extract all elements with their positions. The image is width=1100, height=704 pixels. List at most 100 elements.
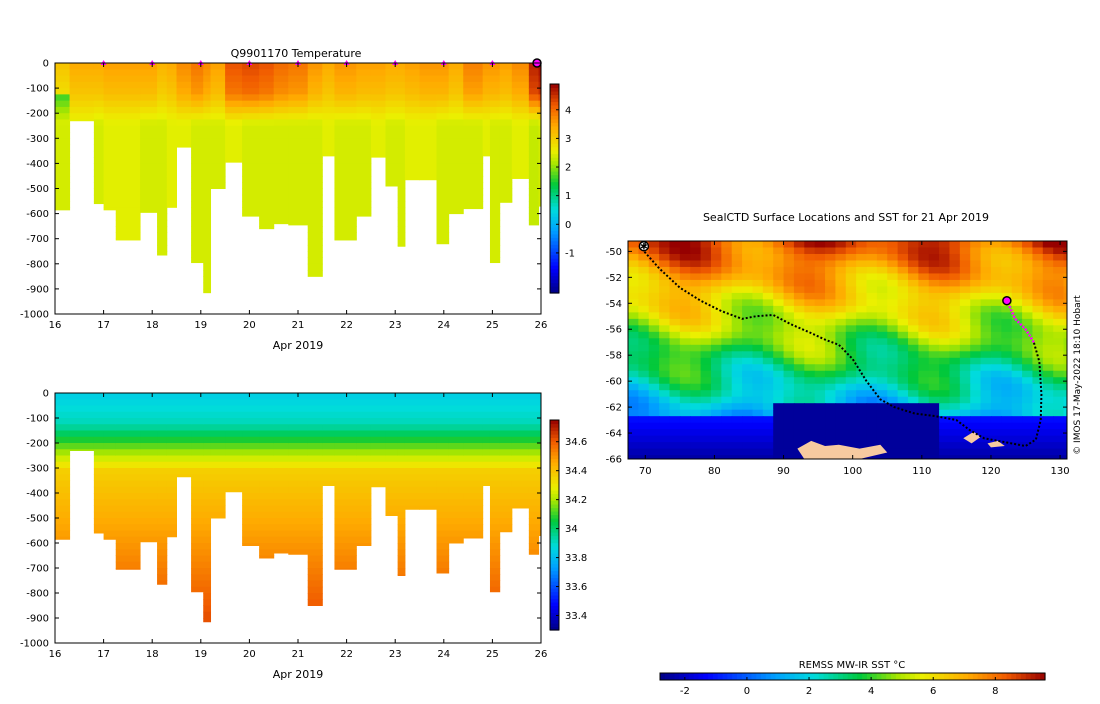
salinity-cell [370, 411, 386, 419]
salinity-cell [273, 524, 289, 531]
x-tick-label: 20 [243, 320, 256, 331]
salinity-cell [288, 518, 309, 525]
temperature-cell [334, 81, 357, 89]
sst-cell [762, 390, 774, 398]
temperature-cell [397, 244, 406, 247]
sst-cell [959, 299, 971, 307]
sst-cell [1063, 422, 1067, 430]
sst-cell [638, 377, 650, 385]
salinity-cell [191, 499, 204, 506]
salinity-cell [528, 549, 540, 555]
temperature-cell [436, 213, 450, 221]
sst-cell [1032, 370, 1044, 378]
salinity-cell [259, 405, 275, 413]
sst-cell [752, 318, 764, 326]
temperature-cell [103, 157, 117, 164]
sst-cell [835, 266, 847, 275]
temperature-cell [203, 94, 212, 102]
x-tick-label: 21 [292, 320, 305, 331]
colorbar-segment [1025, 673, 1032, 680]
temperature-cell [307, 113, 323, 120]
salinity-cell [489, 524, 501, 531]
colorbar-segment [746, 673, 753, 680]
temperature-cell [225, 106, 243, 114]
sst-cell [845, 409, 857, 417]
sst-cell [752, 351, 764, 359]
temperature-cell [288, 207, 309, 215]
temperature-cell [397, 201, 406, 208]
temperature-cell [499, 81, 513, 89]
sst-cell [825, 241, 837, 249]
sst-cell [918, 344, 930, 352]
salinity-cell [538, 499, 542, 506]
sst-cell [814, 357, 826, 365]
sst-cell [990, 253, 1002, 262]
sst-cell [804, 390, 816, 398]
salinity-cell [511, 405, 530, 413]
salinity-cell [225, 436, 243, 444]
salinity-cell [115, 424, 141, 431]
temperature-cell [385, 138, 399, 146]
sst-cell [1063, 260, 1067, 268]
colorbar-segment [550, 205, 559, 210]
salinity-cell [93, 530, 105, 534]
sst-cell [845, 253, 857, 262]
salinity-cell [225, 455, 243, 463]
temperature-cell [259, 201, 275, 208]
temperature-cell [404, 81, 420, 89]
sst-cell [638, 318, 650, 326]
sst-cell [835, 370, 847, 378]
sst-cell [783, 364, 795, 372]
sst-cell [845, 247, 857, 255]
y-tick-label: -300 [26, 464, 49, 475]
sst-cell [690, 266, 702, 275]
salinity-cell [499, 418, 513, 425]
temperature-cell [273, 144, 289, 152]
salinity-cell [307, 574, 323, 581]
land-shapes [797, 431, 1005, 459]
salinity-cell [259, 468, 275, 475]
salinity-cell [115, 505, 141, 513]
sst-cell [1022, 435, 1034, 443]
sst-cell [939, 390, 951, 398]
sst-cell [897, 364, 909, 372]
salinity-cell [140, 505, 158, 513]
colorbar-segment [664, 673, 671, 680]
salinity-cell [103, 536, 117, 540]
sst-cell [876, 435, 888, 443]
temperature-cell [499, 69, 513, 77]
sst-cell [742, 260, 754, 268]
sst-cell [825, 435, 837, 443]
sst-cell [783, 422, 795, 430]
temperature-cell [511, 113, 530, 120]
temperature-cell [385, 119, 399, 127]
salinity-cell [166, 468, 177, 475]
y-tick-label: -52 [606, 273, 622, 284]
temperature-cell [273, 138, 289, 146]
temperature-cell [499, 75, 513, 83]
salinity-cell [242, 524, 260, 531]
sst-cell [949, 279, 961, 288]
colorbar-segment [881, 673, 887, 680]
sst-cell [907, 325, 919, 333]
sst-cell [939, 318, 951, 326]
sst-cell [990, 305, 1002, 313]
salinity-cell [334, 474, 357, 481]
salinity-cell [259, 399, 275, 406]
sst-cell [835, 357, 847, 365]
temperature-cell [538, 169, 542, 177]
sst-cell [721, 370, 733, 378]
sst-cell [762, 241, 774, 249]
colorbar-segment [550, 167, 559, 172]
temperature-cell [397, 157, 406, 164]
temperature-cell [463, 144, 484, 152]
sst-cell [793, 396, 805, 404]
sst-cell [897, 357, 909, 365]
colorbar-segment [550, 136, 559, 141]
temperature-cell [322, 150, 335, 157]
salinity-cell [370, 461, 386, 469]
salinity-cell [489, 505, 501, 513]
temperature-cell [356, 63, 372, 70]
sst-cell [897, 299, 909, 307]
sst-cell [628, 312, 639, 320]
